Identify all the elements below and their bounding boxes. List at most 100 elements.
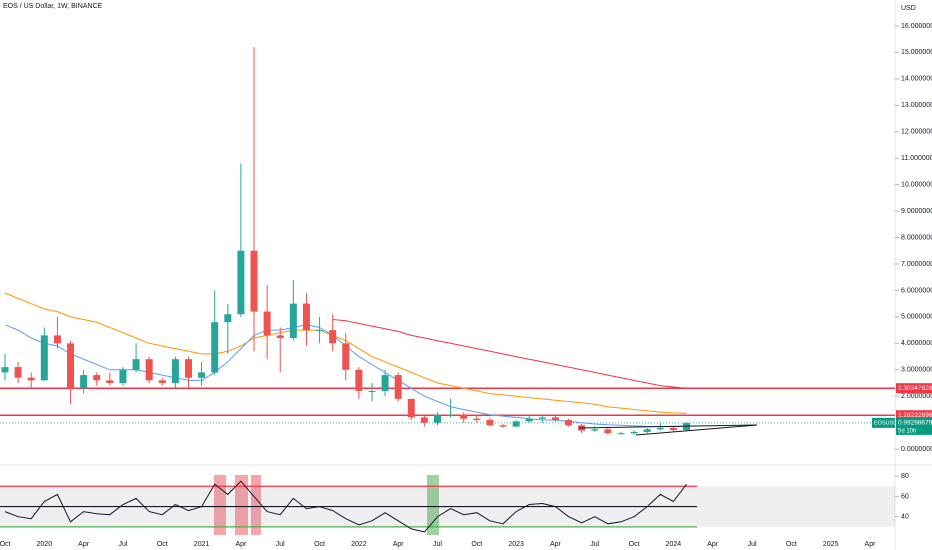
candle-body [630, 431, 638, 434]
candle-body [499, 425, 507, 427]
trendline [578, 424, 758, 429]
candle-body [551, 417, 559, 421]
candle-body [224, 314, 232, 323]
candle-body [355, 369, 363, 391]
candle-body [289, 303, 297, 339]
y-tick-label: 12.00000000 [901, 129, 932, 136]
candle-body [145, 359, 153, 381]
candle-body [407, 398, 415, 418]
candle-body [1, 367, 9, 373]
y-tick-label: 0.00000000 [901, 446, 932, 453]
y-tick-label: 40 [901, 514, 909, 521]
oversold-band [427, 475, 439, 535]
x-tick-label: 2024 [666, 541, 682, 548]
y-tick-label: 13.00000000 [901, 102, 932, 109]
candle-body [14, 367, 22, 378]
candle-body [604, 429, 612, 434]
x-tick-label: Jul [590, 541, 599, 548]
x-tick-label: 2020 [37, 541, 53, 548]
y-tick-label: 14.00000000 [901, 76, 932, 83]
y-tick-label: 5.00000000 [901, 314, 932, 321]
x-tick-label: Oct [314, 541, 325, 548]
candle-body [316, 330, 324, 332]
symbol-label: EOSUSD [874, 420, 897, 426]
candle-body [80, 375, 88, 389]
candle-body [302, 303, 310, 331]
y-tick-label: 3.00000000 [901, 367, 932, 374]
rsi-highlights [214, 475, 439, 535]
x-tick-label: 2023 [508, 541, 524, 548]
y-tick-label: 2.00000000 [901, 393, 932, 400]
x-tick-label: Jul [118, 541, 127, 548]
candle-body [184, 359, 192, 378]
candle-body [591, 429, 599, 431]
y-tick-label: 11.00000000 [901, 155, 932, 162]
candle-body [538, 417, 546, 419]
candle-body [342, 343, 350, 370]
y-tick-label: 60 [901, 493, 909, 500]
candle-body [132, 359, 140, 370]
x-tick-label: Apr [865, 541, 877, 548]
candle-body [93, 375, 101, 381]
y-tick-label: 8.00000000 [901, 234, 932, 241]
x-tick-label: 2022 [351, 541, 367, 548]
price-label-box [896, 417, 932, 435]
currency-label: USD [901, 5, 916, 12]
y-tick-label: 7.00000000 [901, 261, 932, 268]
candle-body [486, 420, 494, 426]
candle-body [250, 250, 258, 312]
candle-body [158, 380, 166, 384]
candle-body [263, 311, 271, 336]
y-tick-label: 16.00000000 [901, 23, 932, 30]
candle-body [329, 330, 337, 344]
y-tick-label: 4.00000000 [901, 340, 932, 347]
overbought-band [235, 475, 248, 535]
x-tick-label: Oct [157, 541, 168, 548]
candle-body [381, 375, 389, 391]
trendline [635, 424, 758, 436]
x-tick-label: Jul [433, 541, 442, 548]
candle-body [171, 359, 179, 384]
x-tick-label: Oct [471, 541, 482, 548]
moving-average [332, 319, 687, 389]
overbought-band [214, 475, 226, 535]
x-tick-label: Jul [748, 541, 757, 548]
candle-body [368, 390, 376, 392]
candle-body [447, 414, 455, 416]
candle-body [617, 433, 625, 435]
candle-body [512, 421, 520, 427]
x-tick-label: Apr [707, 541, 719, 548]
candle-body [119, 369, 127, 384]
candle-body [669, 427, 677, 431]
candle-body [40, 335, 48, 381]
candle-body [434, 414, 441, 423]
chart-title: EOS / US Dollar, 1W, BINANCE [3, 3, 103, 10]
rsi-line [4, 480, 687, 533]
x-tick-label: Apr [550, 541, 562, 548]
candle-body [394, 375, 402, 399]
y-tick-label: 80 [901, 473, 909, 480]
x-tick-label: 2025 [823, 541, 839, 548]
candle-body [27, 377, 35, 381]
candle-body [67, 343, 75, 389]
symbol-box [872, 417, 895, 428]
y-tick-label: 6.00000000 [901, 287, 932, 294]
y-tick-label: 10.00000000 [901, 181, 932, 188]
price-label: 1.28222896 [898, 412, 932, 419]
candle-body [565, 420, 573, 426]
candle-body [460, 414, 468, 419]
x-tick-label: Apr [393, 541, 405, 548]
x-tick-label: Jul [276, 541, 285, 548]
candle-body [106, 380, 114, 384]
y-tick-label: 15.00000000 [901, 49, 932, 56]
candle-body [211, 322, 219, 373]
plot: Oct 2020 Apr Jul Oct 2021 Apr Jul Oct 2022 Apr Jul O… [0, 23, 932, 548]
x-tick-label: Apr [78, 541, 90, 548]
x-tick-label: Oct [0, 541, 10, 548]
price-label: 0.99298679 [898, 420, 932, 427]
price-label: 2.30347628 [898, 385, 932, 392]
candle-body [643, 429, 651, 432]
